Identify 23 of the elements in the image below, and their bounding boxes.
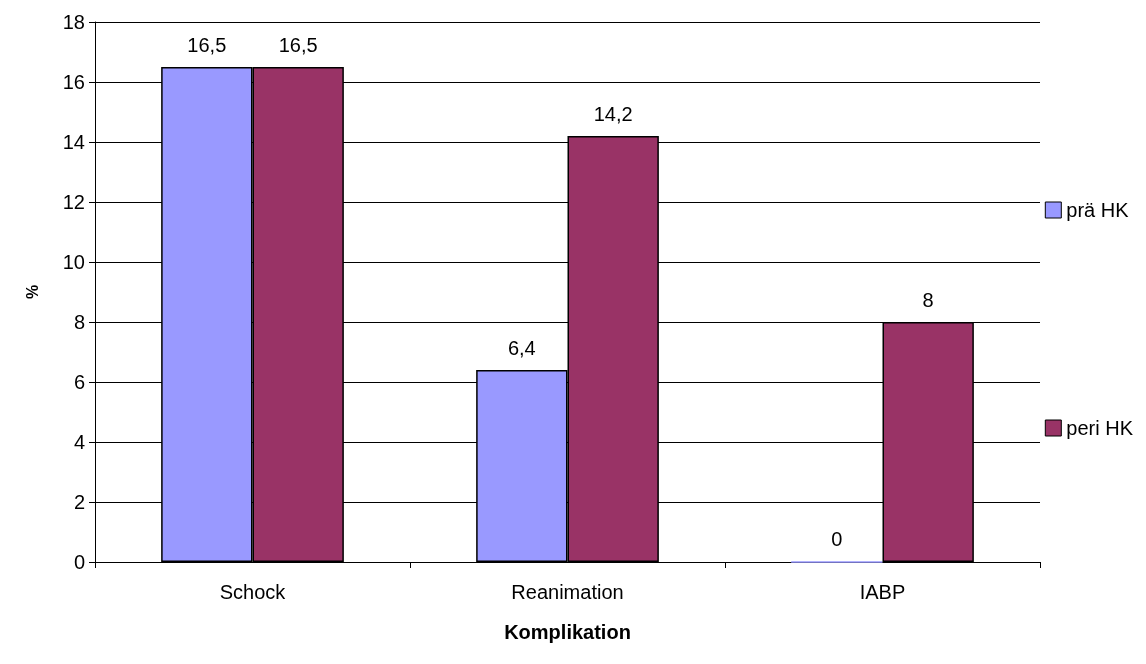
data-label: 8 (922, 289, 934, 311)
data-label: 16,5 (187, 34, 227, 56)
legend-label: prä HK (1066, 199, 1130, 221)
y-axis-title: % (23, 284, 41, 300)
x-axis-title: Komplikation (504, 621, 631, 643)
y-tick-label: 12 (62, 191, 85, 213)
data-label: 14,2 (593, 103, 633, 125)
y-tick-label: 14 (62, 131, 85, 153)
y-tick-label: 4 (73, 431, 85, 453)
data-label: 0 (831, 528, 843, 551)
x-tick-label: Schock (219, 581, 287, 603)
y-tick-label: 8 (73, 311, 85, 333)
y-tick-label: 16 (62, 71, 85, 93)
y-tick-label: 10 (62, 251, 85, 273)
y-tick-label: 0 (73, 551, 85, 573)
x-tick-label: IABP (859, 581, 906, 603)
data-label: 6,4 (507, 337, 536, 359)
y-tick-label: 18 (62, 11, 85, 33)
y-tick-label: 2 (73, 491, 85, 513)
data-label: 16,5 (278, 34, 318, 56)
legend-label: peri HK (1066, 417, 1134, 439)
y-tick-label: 6 (73, 371, 85, 393)
x-tick-label: Reanimation (511, 581, 624, 603)
